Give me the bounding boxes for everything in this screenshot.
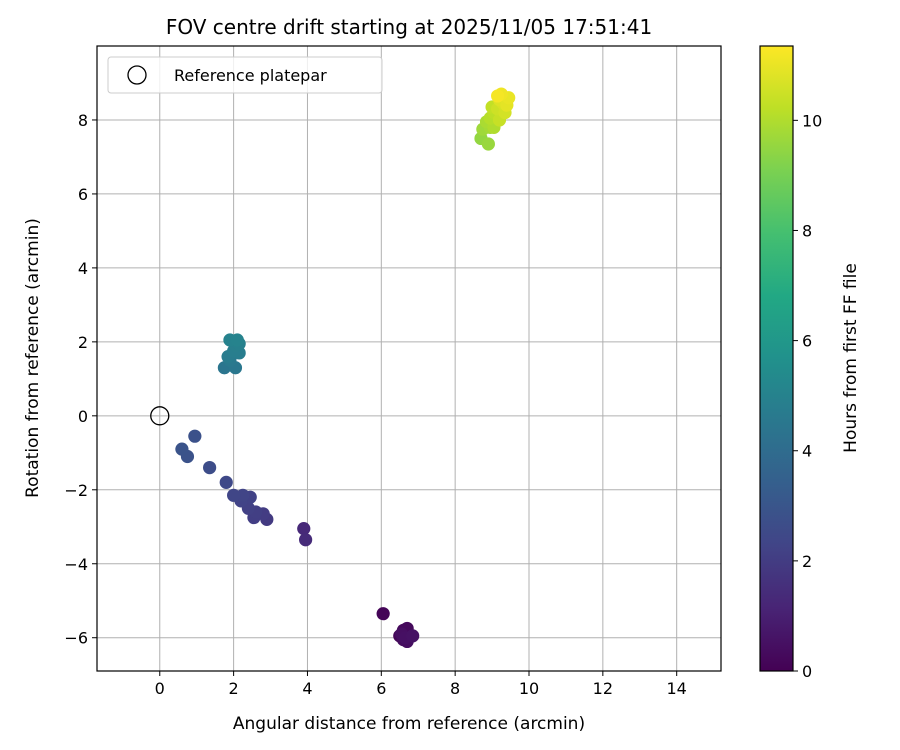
data-point (297, 522, 311, 536)
y-tick-label: −2 (64, 481, 88, 500)
colorbar-frame (759, 45, 794, 672)
y-tick-label: 6 (78, 185, 88, 204)
legend: Reference platepar (107, 56, 383, 94)
data-point (491, 89, 505, 103)
x-tick-label: 6 (376, 679, 386, 698)
colorbar-tick-label: 6 (802, 332, 812, 351)
data-point (175, 442, 189, 456)
data-point (236, 488, 250, 502)
plot-frame (96, 45, 722, 672)
x-axis-ticks: 0 2 4 6 8 10 12 14 (155, 671, 687, 698)
reference-layer (150, 406, 170, 426)
legend-entry: Reference platepar (174, 66, 327, 85)
scatter-series (175, 87, 516, 649)
data-point (376, 607, 390, 621)
data-point (188, 429, 202, 443)
data-point (203, 460, 217, 475)
colorbar-tick-label: 8 (802, 221, 812, 240)
data-point (230, 333, 244, 347)
x-tick-label: 10 (519, 679, 539, 698)
colorbar-tick-label: 2 (802, 552, 812, 571)
data-point (481, 137, 495, 151)
y-tick-label: −4 (64, 555, 88, 574)
reference-point (150, 406, 170, 426)
colorbar-tick-label: 0 (802, 662, 812, 681)
colorbar-tick-label: 10 (802, 111, 822, 130)
x-tick-label: 14 (667, 679, 687, 698)
x-tick-label: 4 (302, 679, 312, 698)
colorbar-ticks: 0 2 4 6 8 10 (793, 111, 822, 681)
data-point (219, 475, 233, 489)
data-point (406, 629, 420, 643)
x-tick-label: 8 (450, 679, 460, 698)
data-point (299, 533, 313, 547)
y-tick-label: −6 (64, 629, 88, 648)
colorbar-label: Hours from first FF file (841, 263, 861, 453)
grid (97, 46, 721, 671)
legend-box (107, 56, 383, 94)
x-tick-label: 0 (155, 679, 165, 698)
y-tick-label: 8 (78, 111, 88, 130)
x-tick-label: 2 (229, 679, 239, 698)
legend-marker-icon (127, 65, 147, 85)
y-tick-label: 0 (78, 407, 88, 426)
colorbar: 0 2 4 6 8 10 Hours from first FF file (759, 45, 861, 681)
x-tick-label: 12 (593, 679, 613, 698)
x-axis-label: Angular distance from reference (arcmin) (233, 714, 585, 734)
y-tick-label: 4 (78, 259, 88, 278)
colorbar-tick-label: 4 (802, 442, 812, 461)
data-point (227, 488, 241, 502)
colorbar-gradient (760, 46, 793, 671)
y-tick-label: 2 (78, 333, 88, 352)
y-axis-ticks: −6 −4 −2 0 2 4 6 8 (64, 111, 97, 648)
y-axis-label: Rotation from reference (arcmin) (23, 218, 43, 498)
chart-title: FOV centre drift starting at 2025/11/05 … (166, 15, 652, 39)
